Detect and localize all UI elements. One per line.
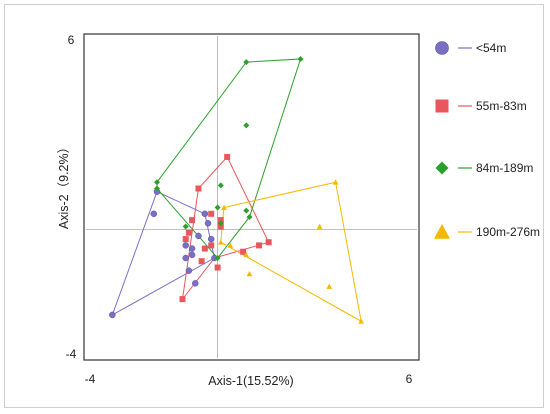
point-series-3-6 (326, 283, 333, 289)
point-series-0-4 (182, 254, 189, 262)
point-series-0-10 (201, 210, 209, 218)
point-series-2-2 (182, 223, 189, 230)
hull-series-0 (111, 190, 215, 317)
point-series-1-9 (214, 264, 221, 271)
plot-border (83, 33, 420, 361)
point-series-3-3 (243, 252, 250, 258)
point-series-2-10 (246, 213, 253, 220)
point-series-2-9 (243, 59, 250, 66)
point-series-1-15 (265, 239, 272, 246)
point-series-1-14 (256, 242, 263, 249)
point-series-0-8 (192, 280, 199, 287)
point-series-2-0 (153, 179, 160, 186)
point-series-2-1 (153, 185, 160, 192)
point-series-1-1 (182, 236, 189, 243)
point-series-3-1 (221, 204, 227, 210)
point-series-0-2 (150, 210, 158, 218)
point-series-1-6 (201, 245, 208, 252)
point-series-0-12 (207, 235, 215, 243)
point-series-2-8 (243, 122, 250, 129)
point-series-0-11 (204, 220, 212, 227)
point-series-0-3 (182, 242, 189, 249)
point-series-1-2 (185, 229, 192, 236)
y-tick-min: -4 (66, 347, 77, 361)
point-series-3-8 (358, 318, 364, 324)
point-series-3-0 (217, 239, 224, 245)
point-series-3-4 (246, 271, 253, 277)
point-series-1-5 (198, 258, 205, 265)
y-axis-title: Axis-2（9.2%） (57, 141, 71, 229)
point-series-2-6 (217, 182, 224, 189)
legend-label-2: 84m-189m (476, 161, 533, 175)
point-series-0-7 (188, 245, 196, 252)
point-series-1-3 (189, 217, 196, 224)
y-tick-max: 6 (68, 33, 75, 47)
x-tick-min: -4 (85, 372, 96, 386)
point-series-2-3 (214, 255, 221, 262)
legend-marker-3 (434, 224, 450, 239)
point-series-1-10 (217, 217, 224, 224)
point-series-0-9 (195, 232, 202, 240)
x-axis-title: Axis-1(15.52%) (208, 374, 293, 388)
legend-label-1: 55m-83m (476, 99, 527, 113)
legend-marker-1 (435, 99, 449, 113)
point-series-1-4 (195, 185, 202, 192)
hull-series-1 (181, 156, 270, 301)
point-series-3-7 (332, 179, 339, 185)
point-series-1-13 (240, 248, 247, 255)
legend-marker-2 (435, 161, 449, 175)
point-series-0-0 (109, 311, 116, 319)
point-series-3-2 (227, 242, 234, 248)
point-series-1-7 (208, 210, 215, 217)
point-series-1-8 (208, 242, 215, 249)
point-series-2-11 (297, 55, 304, 62)
point-series-1-12 (224, 153, 231, 160)
point-series-3-5 (316, 223, 323, 229)
point-series-2-7 (243, 207, 250, 214)
legend-label-0: <54m (476, 41, 506, 55)
point-series-2-4 (214, 204, 221, 211)
point-series-0-5 (185, 267, 193, 274)
chart-frame (4, 4, 544, 408)
point-series-2-5 (217, 220, 224, 227)
point-series-0-6 (188, 251, 196, 259)
legend-label-3: 190m-276m (476, 225, 540, 239)
x-tick-max: 6 (406, 372, 413, 386)
point-series-1-11 (217, 223, 224, 230)
legend-marker-0 (435, 41, 449, 55)
legend: <54m 55m-83m 84m-189m 190m-276m (434, 41, 540, 239)
point-series-1-0 (179, 296, 186, 303)
